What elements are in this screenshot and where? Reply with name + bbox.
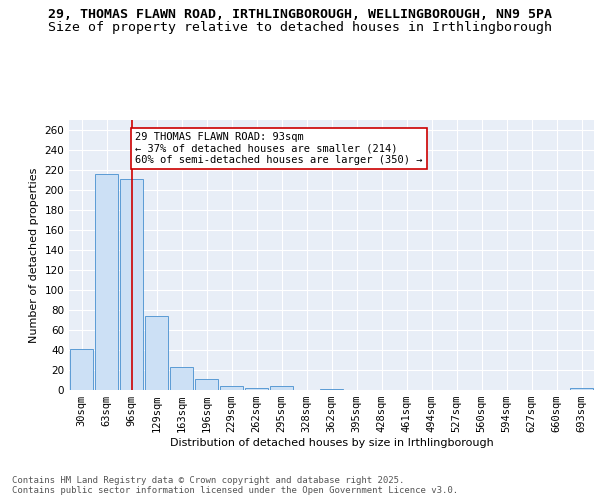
Y-axis label: Number of detached properties: Number of detached properties [29,168,39,342]
Text: Contains HM Land Registry data © Crown copyright and database right 2025.
Contai: Contains HM Land Registry data © Crown c… [12,476,458,495]
Bar [145,316,169,390]
Text: 29, THOMAS FLAWN ROAD, IRTHLINGBOROUGH, WELLINGBOROUGH, NN9 5PA: 29, THOMAS FLAWN ROAD, IRTHLINGBOROUGH, … [48,8,552,20]
Bar [320,389,343,390]
Text: Size of property relative to detached houses in Irthlingborough: Size of property relative to detached ho… [48,21,552,34]
X-axis label: Distribution of detached houses by size in Irthlingborough: Distribution of detached houses by size … [170,438,493,448]
Bar [269,386,293,390]
Bar [569,388,593,390]
Bar [119,179,143,390]
Bar [220,386,244,390]
Bar [70,349,94,390]
Text: 29 THOMAS FLAWN ROAD: 93sqm
← 37% of detached houses are smaller (214)
60% of se: 29 THOMAS FLAWN ROAD: 93sqm ← 37% of det… [135,132,423,165]
Bar [95,174,118,390]
Bar [170,367,193,390]
Bar [194,379,218,390]
Bar [245,388,268,390]
